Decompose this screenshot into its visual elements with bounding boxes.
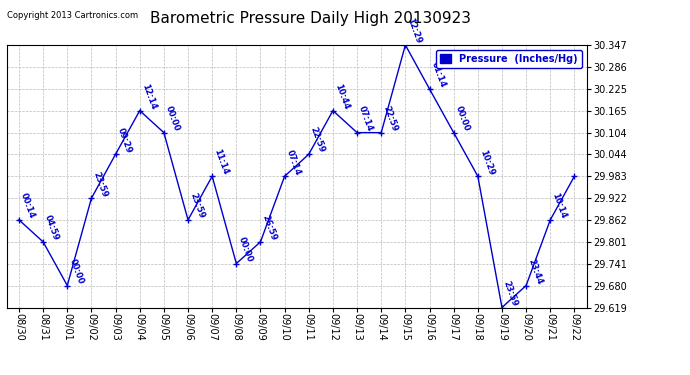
Text: 00:00: 00:00 <box>164 105 181 133</box>
Text: 10:14: 10:14 <box>551 192 568 220</box>
Text: 10:44: 10:44 <box>333 82 351 111</box>
Text: 12:14: 12:14 <box>139 82 157 111</box>
Legend: Pressure  (Inches/Hg): Pressure (Inches/Hg) <box>436 50 582 68</box>
Text: 00:00: 00:00 <box>454 105 471 133</box>
Text: 10:29: 10:29 <box>477 148 495 176</box>
Text: 07:14: 07:14 <box>284 148 302 176</box>
Text: 23:59: 23:59 <box>188 192 206 220</box>
Text: Copyright 2013 Cartronics.com: Copyright 2013 Cartronics.com <box>7 11 138 20</box>
Text: 12:29: 12:29 <box>406 17 423 45</box>
Text: 22:59: 22:59 <box>308 126 326 154</box>
Text: 09:29: 09:29 <box>115 126 133 154</box>
Text: 01:14: 01:14 <box>429 61 447 89</box>
Text: 04:59: 04:59 <box>43 214 61 242</box>
Text: 26:59: 26:59 <box>261 214 278 242</box>
Text: 23:59: 23:59 <box>502 279 520 308</box>
Text: 23:44: 23:44 <box>526 257 544 285</box>
Text: 00:00: 00:00 <box>236 236 254 264</box>
Text: 00:00: 00:00 <box>68 258 85 285</box>
Text: 11:14: 11:14 <box>213 148 230 176</box>
Text: Barometric Pressure Daily High 20130923: Barometric Pressure Daily High 20130923 <box>150 11 471 26</box>
Text: 23:59: 23:59 <box>91 170 109 198</box>
Text: 07:14: 07:14 <box>357 105 375 133</box>
Text: 00:14: 00:14 <box>19 192 37 220</box>
Text: 22:59: 22:59 <box>381 104 399 133</box>
